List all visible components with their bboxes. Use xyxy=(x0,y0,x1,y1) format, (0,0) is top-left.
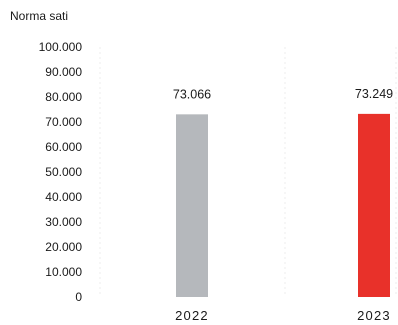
value-labels: 73.066 73.249 xyxy=(173,87,393,101)
y-tick-label: 20.000 xyxy=(45,240,82,254)
y-tick-label: 60.000 xyxy=(45,140,82,154)
y-tick-label: 0 xyxy=(75,290,82,304)
x-axis: 2022 2023 xyxy=(175,308,391,323)
x-tick-label-2023: 2023 xyxy=(357,308,391,323)
bars xyxy=(176,113,390,298)
chart-title: Norma sati xyxy=(10,9,68,23)
y-tick-label: 100.000 xyxy=(39,40,83,54)
x-tick-label-2022: 2022 xyxy=(175,308,209,323)
y-tick-label: 90.000 xyxy=(45,65,82,79)
y-tick-label: 10.000 xyxy=(45,265,82,279)
value-label-2022: 73.066 xyxy=(173,87,211,101)
y-tick-label: 50.000 xyxy=(45,165,82,179)
value-label-2023: 73.249 xyxy=(355,87,393,101)
bar-2022 xyxy=(176,114,208,298)
y-tick-label: 80.000 xyxy=(45,90,82,104)
y-axis: 0 10.000 20.000 30.000 40.000 50.000 60.000 70.… xyxy=(39,40,83,304)
y-tick-label: 30.000 xyxy=(45,215,82,229)
grid-layer xyxy=(99,47,397,297)
y-tick-label: 70.000 xyxy=(45,115,82,129)
bar-2023 xyxy=(358,113,390,297)
y-tick-label: 40.000 xyxy=(45,190,82,204)
